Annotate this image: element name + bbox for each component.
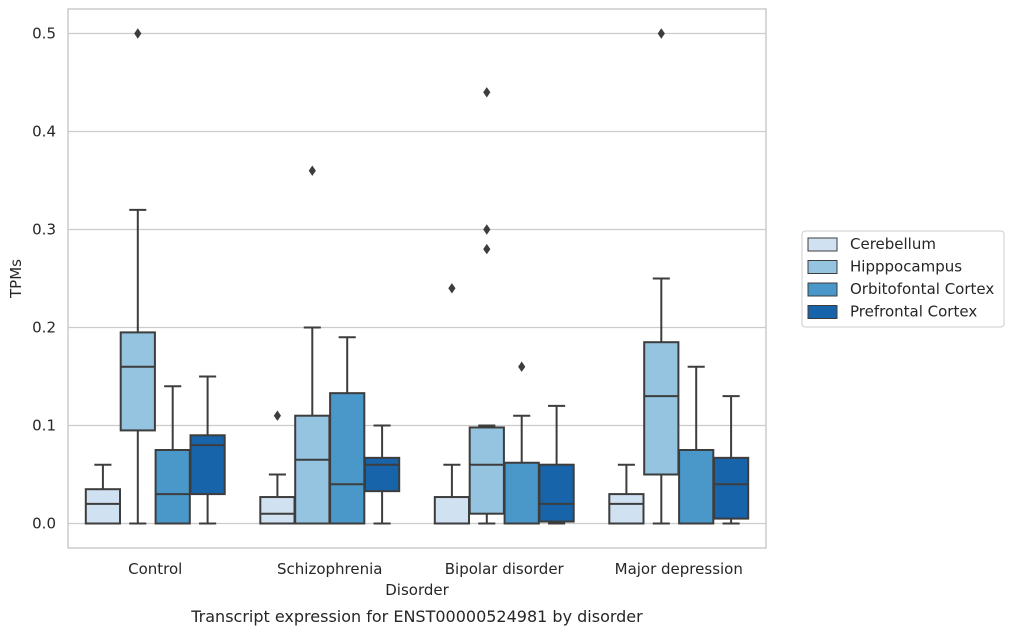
legend-swatch	[807, 305, 838, 319]
plot-frame	[67, 8, 767, 549]
box-plot	[608, 463, 645, 525]
box-plot	[433, 283, 471, 525]
legend-label: Orbitofontal Cortex	[850, 280, 994, 298]
y-tick-label: 0.0	[32, 515, 56, 533]
box-plot	[154, 385, 191, 525]
box	[712, 456, 750, 520]
legend-label: Prefrontal Cortex	[850, 303, 977, 321]
chart-caption: Transcript expression for ENST0000052498…	[190, 607, 643, 626]
box-plot	[119, 28, 156, 525]
box	[329, 392, 366, 525]
box-plot	[503, 361, 540, 525]
box-plot	[189, 375, 226, 525]
y-axis-title: TPMs	[7, 259, 25, 299]
box-plot	[538, 404, 575, 525]
y-tick-label: 0.5	[32, 25, 56, 43]
legend-swatch	[807, 260, 838, 274]
outlier-point	[483, 87, 491, 98]
y-tick-label: 0.1	[32, 417, 56, 435]
box-plots	[84, 28, 750, 525]
box	[643, 341, 680, 476]
box-plot	[468, 87, 505, 525]
legend-frame	[801, 230, 1005, 328]
x-tick-label: Schizophrenia	[277, 560, 382, 578]
box	[608, 493, 645, 525]
outlier-point	[273, 410, 281, 421]
y-tick-label: 0.4	[32, 123, 56, 141]
legend-swatch	[807, 282, 838, 297]
x-axis-title: Disorder	[385, 581, 449, 599]
box-plot	[294, 165, 331, 525]
y-tick-label: 0.3	[32, 221, 56, 239]
box	[294, 414, 331, 525]
box-plot	[712, 395, 750, 525]
x-tick-label: Major depression	[615, 560, 743, 578]
box	[503, 461, 540, 525]
box	[678, 449, 715, 525]
y-tick-label: 0.2	[32, 319, 56, 337]
y-tick-labels: 0.0 0.1 0.2 0.3 0.4 0.5	[32, 25, 56, 533]
outlier-point	[483, 224, 491, 235]
outlier-point	[134, 28, 142, 39]
box-plot	[678, 365, 715, 525]
box-plot	[84, 463, 122, 525]
outlier-point	[483, 243, 491, 255]
legend: Cerebellum Hipppocampus Orbitofontal Corte…	[801, 230, 1005, 328]
box	[363, 456, 401, 493]
box-plot	[363, 424, 401, 525]
box	[154, 449, 191, 525]
box-plot	[259, 410, 296, 525]
legend-label: Hipppocampus	[850, 258, 962, 276]
x-tick-label: Bipolar disorder	[445, 560, 565, 578]
box	[433, 496, 471, 525]
box	[259, 496, 296, 525]
grid-lines	[68, 32, 766, 525]
outlier-point	[518, 361, 526, 372]
box	[119, 331, 156, 432]
outlier-point	[448, 283, 456, 294]
box	[538, 463, 575, 523]
outlier-point	[657, 28, 665, 39]
box	[84, 488, 122, 525]
legend-swatch	[807, 237, 838, 252]
outlier-point	[308, 165, 316, 176]
x-tick-labels: Control Schizophrenia Bipolar disorder Majo…	[128, 560, 743, 578]
legend-label: Cerebellum	[850, 235, 936, 253]
box-plot	[643, 28, 680, 525]
box-plot	[329, 336, 366, 525]
box	[468, 426, 505, 515]
x-tick-label: Control	[128, 560, 182, 578]
